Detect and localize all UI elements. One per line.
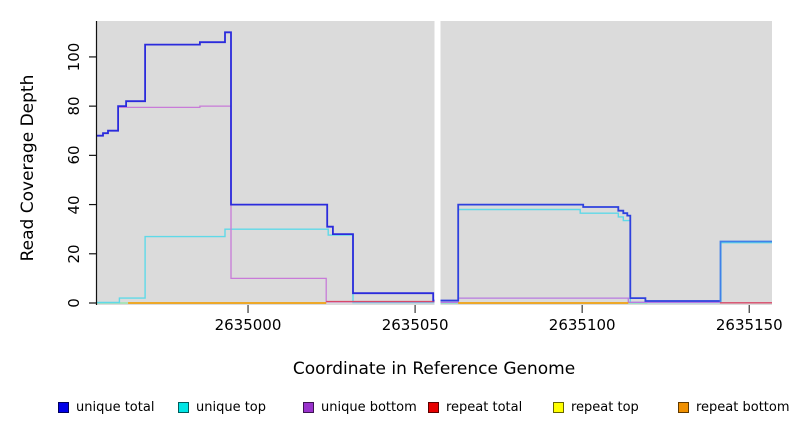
unique-total-line — [440, 203, 720, 302]
y-tick-label: 60 — [65, 145, 83, 165]
y-tick-label: 40 — [65, 195, 83, 215]
y-axis-title: Read Coverage Depth — [18, 74, 38, 262]
unique-total-line — [97, 31, 435, 302]
x-axis-title: Coordinate in Reference Genome — [292, 359, 576, 379]
x-tick-label: 2635050 — [381, 316, 449, 334]
y-tick-label: 20 — [65, 244, 83, 264]
y-tick-label: 100 — [65, 42, 83, 72]
unique-total-line — [719, 240, 772, 302]
x-tick-label: 2635150 — [715, 316, 783, 334]
y-tick-label: 0 — [65, 298, 83, 308]
unique-bottom-line — [440, 297, 720, 303]
x-tick-label: 2635100 — [548, 316, 616, 334]
y-tick-label: 80 — [65, 96, 83, 116]
x-tick-label: 2635000 — [214, 316, 282, 334]
masked-gap — [434, 19, 441, 307]
